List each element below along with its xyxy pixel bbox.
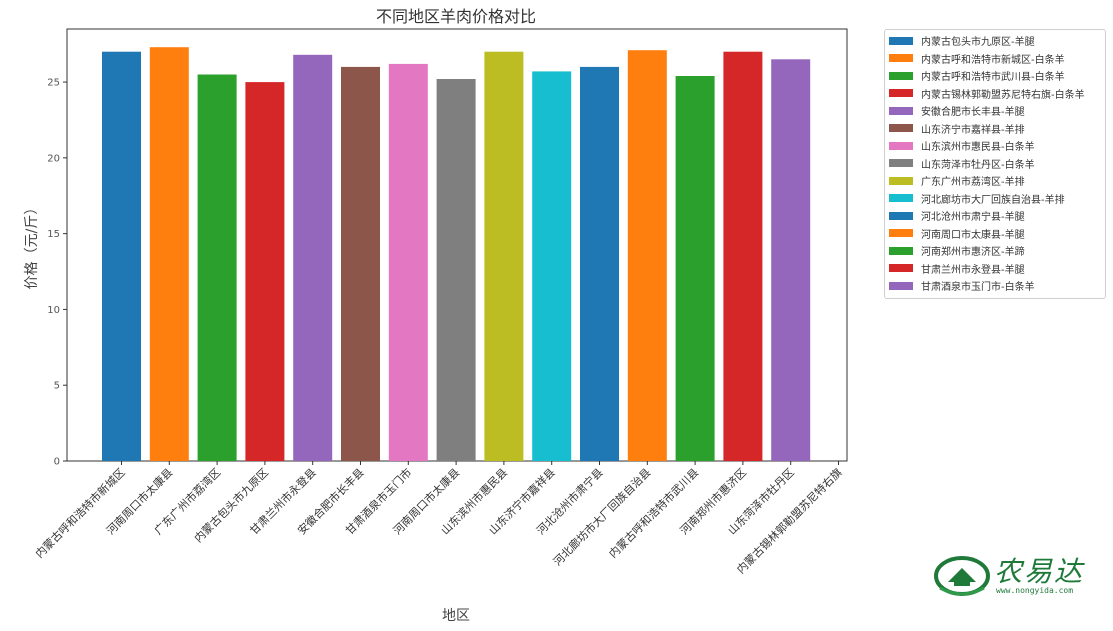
legend-label: 内蒙古呼和浩特市武川县-白条羊 <box>921 72 1065 84</box>
bar-5 <box>341 66 380 462</box>
legend-swatch <box>889 176 913 185</box>
x-tick-label: 内蒙古呼和浩特市武川县 <box>606 465 701 560</box>
legend-label: 山东滨州市惠民县-白条羊 <box>921 142 1035 154</box>
legend-swatch <box>889 71 913 80</box>
legend-label: 内蒙古包头市九原区-羊腿 <box>921 37 1035 49</box>
bar-4 <box>293 54 333 462</box>
legend-swatch <box>889 36 913 45</box>
legend-item: 内蒙古包头市九原区-羊腿 <box>889 32 1101 50</box>
legend-item: 山东菏泽市牡丹区-白条羊 <box>889 155 1101 173</box>
legend-swatch <box>889 54 913 63</box>
legend-swatch <box>889 106 913 115</box>
legend-label: 甘肃兰州市永登县-羊腿 <box>921 264 1025 276</box>
legend-swatch <box>889 264 913 273</box>
legend-label: 山东菏泽市牡丹区-白条羊 <box>921 159 1035 171</box>
bars-group <box>102 47 811 462</box>
legend-item: 广东广州市荔湾区-羊排 <box>889 172 1101 190</box>
legend-item: 内蒙古锡林郭勒盟苏尼特右旗-白条羊 <box>889 85 1101 103</box>
bar-11 <box>627 50 667 461</box>
legend-label: 河北廊坊市大厂回族自治县-羊排 <box>921 194 1065 206</box>
legend-label: 广东广州市荔湾区-羊排 <box>921 177 1025 189</box>
watermark-text: 农易达 <box>994 555 1085 588</box>
legend-swatch <box>889 159 913 168</box>
bar-1 <box>149 47 189 461</box>
bar-10 <box>580 66 619 462</box>
legend-label: 安徽合肥市长丰县-羊腿 <box>921 107 1025 119</box>
watermark-url: www.nongyida.com <box>996 586 1074 595</box>
legend-item: 山东滨州市惠民县-白条羊 <box>889 137 1101 155</box>
legend-swatch <box>889 124 913 133</box>
legend-item: 山东济宁市嘉祥县-羊排 <box>889 120 1101 138</box>
y-tick-label: 25 <box>47 78 60 89</box>
bar-6 <box>388 63 428 462</box>
legend-label: 河北沧州市肃宁县-羊腿 <box>921 212 1025 224</box>
legend-label: 内蒙古锡林郭勒盟苏尼特右旗-白条羊 <box>921 89 1085 101</box>
legend-item: 内蒙古呼和浩特市新城区-白条羊 <box>889 50 1101 68</box>
x-axis-label: 地区 <box>442 608 470 624</box>
y-tick-label: 5 <box>54 381 60 392</box>
legend-label: 甘肃酒泉市玉门市-白条羊 <box>921 282 1035 294</box>
legend-item: 河北廊坊市大厂回族自治县-羊排 <box>889 190 1101 208</box>
x-tick-label: 河北廊坊市大厂回族自治县 <box>550 465 653 568</box>
chart-title: 不同地区羊肉价格对比 <box>376 7 536 26</box>
y-tick-label: 0 <box>54 457 60 468</box>
legend-item: 甘肃兰州市永登县-羊腿 <box>889 260 1101 278</box>
x-tick-label: 内蒙古呼和浩特市新城区 <box>32 465 127 560</box>
legend-item: 甘肃酒泉市玉门市-白条羊 <box>889 277 1101 295</box>
bar-3 <box>245 82 285 461</box>
legend-item: 内蒙古呼和浩特市武川县-白条羊 <box>889 67 1101 85</box>
x-axis: 内蒙古呼和浩特市新城区河南周口市太康县广东广州市荔湾区内蒙古包头市九原区甘肃兰州… <box>32 461 845 576</box>
watermark-logo: 农易达 www.nongyida.com <box>934 548 1084 598</box>
legend-item: 安徽合肥市长丰县-羊腿 <box>889 102 1101 120</box>
bar-9 <box>532 71 572 462</box>
bar-14 <box>771 59 811 462</box>
legend-swatch <box>889 281 913 290</box>
y-tick-label: 10 <box>47 305 60 316</box>
y-axis: 0 5 10 15 20 25 <box>47 78 67 468</box>
legend-label: 山东济宁市嘉祥县-羊排 <box>921 124 1025 136</box>
bar-8 <box>484 51 524 461</box>
y-tick-label: 15 <box>47 229 60 240</box>
legend-swatch <box>889 141 913 150</box>
bar-12 <box>675 76 715 461</box>
legend-label: 河南周口市太康县-羊腿 <box>921 229 1025 241</box>
bar-13 <box>723 51 763 461</box>
legend-label: 河南郑州市惠济区-羊蹄 <box>921 247 1025 259</box>
legend-swatch <box>889 229 913 238</box>
y-axis-label: 价格（元/斤） <box>24 201 40 290</box>
legend-swatch <box>889 211 913 220</box>
y-tick-label: 20 <box>47 153 60 164</box>
legend-swatch <box>889 246 913 255</box>
legend-item: 河北沧州市肃宁县-羊腿 <box>889 207 1101 225</box>
chart-legend: 内蒙古包头市九原区-羊腿内蒙古呼和浩特市新城区-白条羊 内蒙古呼和浩特市武川县-白… <box>884 29 1106 299</box>
legend-swatch <box>889 194 913 203</box>
legend-swatch <box>889 89 913 98</box>
legend-item: 河南郑州市惠济区-羊蹄 <box>889 242 1101 260</box>
logo-emblem-icon <box>934 556 990 596</box>
bar-7 <box>436 79 476 461</box>
bar-0 <box>102 51 141 461</box>
legend-item: 河南周口市太康县-羊腿 <box>889 225 1101 243</box>
bar-2 <box>197 74 237 461</box>
legend-label: 内蒙古呼和浩特市新城区-白条羊 <box>921 54 1065 66</box>
